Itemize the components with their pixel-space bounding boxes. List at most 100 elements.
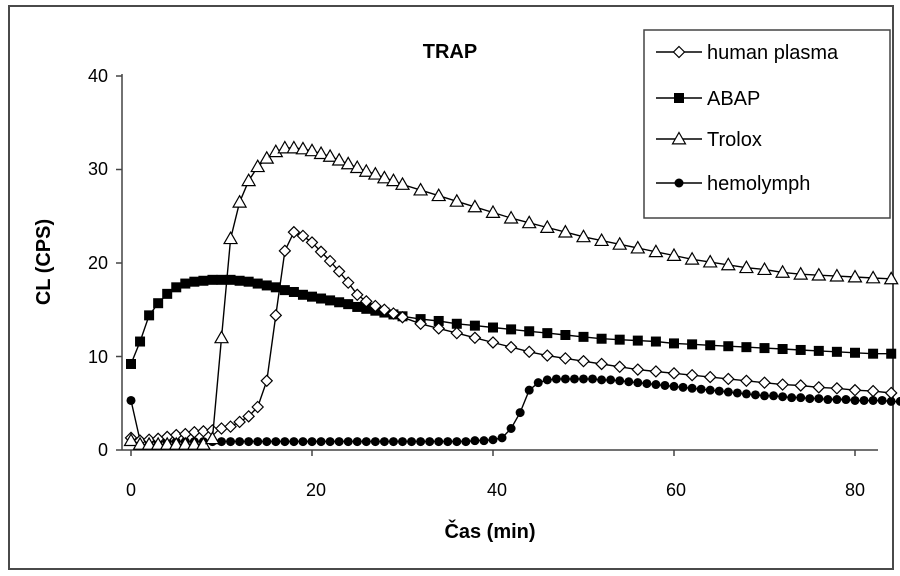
data-point-hemolymph [850, 395, 860, 405]
legend-marker-hemolymph [674, 178, 684, 188]
data-point-hemolymph [805, 394, 815, 404]
data-point-abap [288, 286, 299, 297]
y-tick-label-10: 10 [88, 347, 108, 367]
data-point-abap [687, 339, 698, 350]
data-point-trolox [521, 215, 537, 229]
data-point-human-plasma [613, 360, 627, 374]
data-point-abap [650, 336, 661, 347]
data-point-hemolymph [416, 437, 426, 447]
data-point-trolox [213, 330, 230, 344]
data-point-abap [451, 318, 462, 329]
data-point-trolox [286, 140, 302, 154]
data-point-hemolymph [741, 389, 751, 399]
data-point-trolox [322, 148, 338, 162]
data-point-hemolymph [479, 436, 489, 446]
data-point-trolox [793, 266, 809, 280]
data-point-human-plasma [540, 349, 554, 362]
data-point-human-plasma [305, 236, 319, 249]
data-point-abap [433, 315, 444, 326]
data-point-hemolymph [316, 437, 326, 447]
data-point-abap [741, 342, 752, 353]
legend-item-trolox: Trolox [656, 129, 762, 151]
data-point-hemolymph [235, 437, 245, 447]
legend-box [643, 29, 891, 219]
data-point-abap [225, 274, 236, 285]
data-point-hemolymph [280, 437, 290, 447]
data-point-hemolymph [714, 386, 724, 396]
data-point-human-plasma [468, 331, 482, 345]
data-point-trolox [612, 236, 628, 250]
data-point-abap [524, 326, 535, 337]
data-point-trolox [159, 436, 175, 450]
legend-label-hemolymph: hemolymph [707, 173, 810, 195]
data-point-hemolymph [579, 374, 588, 384]
data-point-human-plasma [450, 326, 464, 340]
data-point-trolox [648, 244, 664, 258]
data-point-hemolymph [515, 408, 525, 418]
data-point-trolox [594, 232, 610, 247]
data-point-abap [189, 276, 200, 287]
data-point-trolox [141, 436, 157, 450]
data-point-trolox [186, 436, 202, 450]
data-point-hemolymph [226, 437, 236, 447]
data-point-hemolymph [651, 380, 661, 390]
data-point-hemolymph [452, 437, 462, 447]
data-point-trolox [413, 182, 429, 196]
data-point-hemolymph [814, 394, 824, 404]
data-point-abap [831, 346, 842, 357]
data-point-abap [334, 297, 345, 308]
data-point-human-plasma [595, 357, 608, 371]
data-point-abap [469, 320, 480, 331]
data-point-trolox [277, 140, 293, 154]
data-point-hemolymph [334, 437, 344, 447]
data-point-trolox [232, 194, 248, 208]
data-point-human-plasma [812, 381, 826, 394]
data-point-trolox [376, 170, 392, 184]
x-tick-label-80: 80 [845, 480, 865, 500]
data-point-abap [297, 289, 308, 300]
data-point-trolox [295, 141, 311, 155]
data-point-human-plasma [287, 225, 301, 239]
data-point-trolox [666, 247, 682, 261]
data-point-human-plasma [703, 370, 717, 384]
data-point-abap [886, 348, 897, 359]
data-point-trolox [331, 152, 347, 166]
data-point-hemolymph [615, 376, 625, 386]
data-point-hemolymph [551, 374, 561, 384]
data-point-hemolymph [307, 437, 317, 447]
data-point-trolox [223, 230, 239, 245]
data-point-hemolymph [750, 390, 760, 400]
series-hemolymph [126, 374, 900, 447]
data-point-abap [596, 333, 607, 344]
data-point-human-plasma [314, 245, 328, 259]
data-point-human-plasma [242, 409, 255, 423]
data-point-trolox [340, 156, 356, 170]
data-point-hemolymph [669, 381, 679, 391]
data-point-abap [270, 282, 281, 293]
data-point-abap [578, 331, 589, 342]
legend: human plasma ABAP Trolox hemolymph [643, 29, 891, 219]
data-point-human-plasma [685, 368, 699, 382]
data-point-abap [153, 298, 164, 309]
data-point-human-plasma [359, 294, 373, 308]
data-point-abap [560, 329, 571, 340]
data-point-trolox [250, 158, 266, 173]
data-point-trolox [204, 431, 220, 445]
data-point-human-plasma [323, 254, 337, 268]
data-point-abap [135, 336, 146, 347]
y-tick-label-30: 30 [88, 159, 108, 179]
data-point-hemolymph [325, 437, 335, 447]
x-tick-label-20: 20 [306, 480, 326, 500]
data-point-human-plasma [269, 309, 283, 322]
data-point-human-plasma [332, 265, 346, 278]
data-point-abap [207, 274, 218, 285]
data-point-hemolymph [253, 437, 263, 447]
data-point-abap [669, 338, 679, 349]
data-point-hemolymph [461, 437, 471, 447]
data-point-abap [198, 275, 209, 286]
data-point-hemolymph [560, 374, 570, 384]
data-point-hemolymph [769, 391, 779, 401]
chart-title: TRAP [423, 41, 477, 63]
data-point-trolox [467, 199, 483, 213]
data-point-trolox [756, 261, 773, 276]
